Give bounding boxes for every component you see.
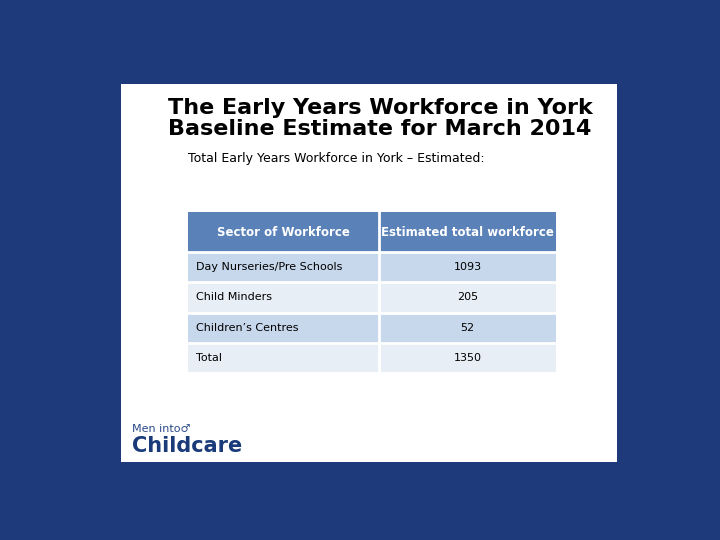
Text: 1093: 1093 xyxy=(454,262,482,272)
Text: Children’s Centres: Children’s Centres xyxy=(196,323,299,333)
Bar xyxy=(121,84,617,462)
Text: The Early Years Workforce in York: The Early Years Workforce in York xyxy=(168,98,593,118)
Text: 52: 52 xyxy=(461,323,474,333)
Bar xyxy=(188,212,556,252)
Text: Day Nurseries/Pre Schools: Day Nurseries/Pre Schools xyxy=(196,262,343,272)
Text: 205: 205 xyxy=(457,293,478,302)
Text: Total: Total xyxy=(196,353,222,363)
Bar xyxy=(188,343,556,373)
Bar xyxy=(188,313,556,343)
Bar xyxy=(188,252,556,282)
Text: Baseline Estimate for March 2014: Baseline Estimate for March 2014 xyxy=(168,119,592,139)
Text: Estimated total workforce: Estimated total workforce xyxy=(381,226,554,239)
Text: Sector of Workforce: Sector of Workforce xyxy=(217,226,350,239)
Bar xyxy=(188,282,556,313)
Text: Total Early Years Workforce in York – Estimated:: Total Early Years Workforce in York – Es… xyxy=(188,152,485,165)
Text: Men into♂: Men into♂ xyxy=(132,423,190,434)
Text: 1350: 1350 xyxy=(454,353,482,363)
Text: Childcare: Childcare xyxy=(132,436,242,456)
Text: Child Minders: Child Minders xyxy=(196,293,272,302)
